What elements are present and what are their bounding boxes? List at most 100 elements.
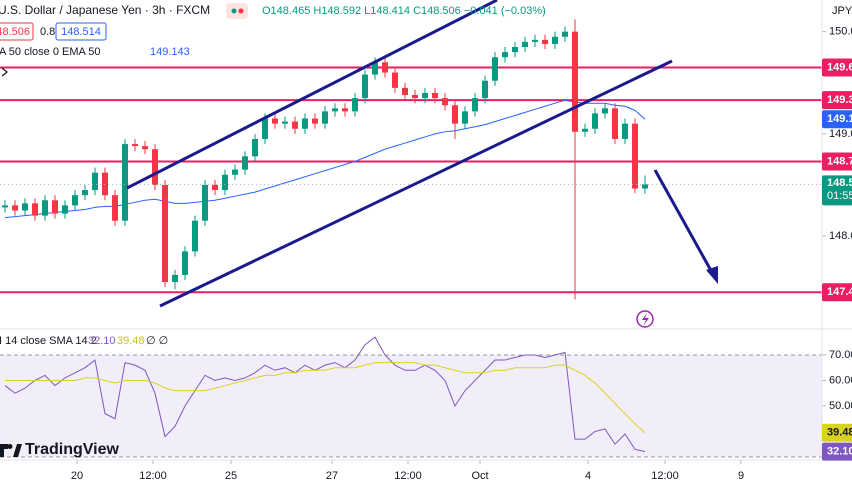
trend-line <box>159 59 673 308</box>
status-badge[interactable] <box>226 3 248 19</box>
level-label-box <box>822 283 852 302</box>
candle-body <box>302 118 308 129</box>
candle-body <box>582 128 588 132</box>
candle-body <box>642 184 648 189</box>
candle-body <box>122 144 128 221</box>
candle-body <box>232 169 238 175</box>
candle-body <box>172 274 178 283</box>
x-tick-label: 12:00 <box>139 470 167 482</box>
level-label-box <box>822 152 852 171</box>
candle-body <box>632 123 638 189</box>
x-tick-label: 20 <box>71 470 83 482</box>
x-tick-label: 12:00 <box>394 470 422 482</box>
level-label-box <box>822 58 852 77</box>
status-dot <box>231 8 237 14</box>
x-tick-label: 25 <box>225 470 237 482</box>
y-tick-label: 149.0 <box>829 128 852 140</box>
candle-body <box>262 118 268 139</box>
ema-line <box>4 99 646 219</box>
candle-body <box>162 184 168 283</box>
rsi-legend-extra: ∅ ∅ <box>146 335 168 347</box>
candle-body <box>152 149 158 185</box>
level-label: 147.4 <box>827 286 852 298</box>
candle-body <box>72 195 78 206</box>
collapse-icon[interactable] <box>1 67 8 77</box>
candle-body <box>142 146 148 150</box>
candle-body <box>2 205 8 208</box>
candle-body <box>192 220 198 252</box>
status-dot <box>238 8 244 14</box>
currency: JPY <box>832 5 852 17</box>
rsi-y-tick-label: 60.00 <box>829 374 852 386</box>
buy-button[interactable] <box>55 22 107 41</box>
rsi-label-box <box>822 442 852 461</box>
candle-body <box>182 251 188 275</box>
overlay: 150.0 149.0 148.0 20 12:00 25 27 12:00 Oct 4 12:00… <box>71 26 852 482</box>
candle-body <box>382 62 388 73</box>
candle-body <box>492 57 498 81</box>
symbol-title: U.S. Dollar / Japanese Yen · 3h · FXCM <box>0 3 210 17</box>
candle-body <box>132 144 138 147</box>
candle-body <box>292 121 298 129</box>
candle-body <box>482 80 488 99</box>
sell-button[interactable] <box>0 22 34 41</box>
ema-label-box <box>822 110 852 129</box>
candle-body <box>552 36 558 44</box>
rsi-y-tick-label: 70.00 <box>829 349 852 361</box>
sell-price: 148.506 <box>0 26 30 38</box>
candle-body <box>52 200 58 214</box>
candle-body <box>522 41 528 48</box>
candle-body <box>242 156 248 170</box>
event-icon[interactable] <box>636 310 654 328</box>
buy-price: 148.514 <box>61 26 101 38</box>
rsi-legend-value: 32.10 <box>88 335 116 347</box>
candle-body <box>572 31 578 132</box>
candle-body <box>212 184 218 191</box>
candle-body <box>462 111 468 124</box>
rsi-sma-label-box <box>822 423 852 442</box>
candle-body <box>532 39 538 42</box>
candle-body <box>402 87 408 96</box>
logo-part <box>0 444 4 457</box>
x-tick-label: 27 <box>326 470 338 482</box>
level-label: 149.6 <box>827 61 852 73</box>
level-label: 149.3 <box>827 94 852 106</box>
last-price-label: 148.5 <box>827 177 852 189</box>
candle-body <box>372 62 378 75</box>
rsi-y-tick-label: 50.00 <box>829 400 852 412</box>
brand-name: TradingView <box>25 441 120 458</box>
candle-body <box>422 92 428 99</box>
ema-axis-label: 149.1 <box>827 113 852 125</box>
candle-body <box>392 72 398 88</box>
candle-body <box>362 74 368 99</box>
spread: 0.8 <box>40 26 55 38</box>
candle-body <box>92 172 98 191</box>
candle-body <box>542 39 548 44</box>
candle-body <box>442 98 448 106</box>
candle-body <box>112 195 118 221</box>
arrow-shaft <box>653 169 716 277</box>
candle-body <box>352 98 358 112</box>
candle-body <box>12 205 18 211</box>
candle-body <box>432 92 438 99</box>
candle-body <box>602 108 608 114</box>
rsi-axis-label: 32.10 <box>827 446 852 458</box>
candle-body <box>612 108 618 139</box>
candle-body <box>512 47 518 53</box>
trend-line <box>126 0 498 190</box>
candle-body <box>322 111 328 124</box>
ema-legend-value: 149.143 <box>150 46 190 58</box>
level-label: 148.7 <box>827 155 852 167</box>
candle-body <box>252 138 258 157</box>
rsi-sma-line <box>5 362 646 434</box>
candle-body <box>332 108 338 112</box>
ema-legend-name: A 50 close 0 EMA 50 <box>0 46 101 58</box>
y-tick-label: 150.0 <box>829 26 852 38</box>
last-price-box <box>822 175 852 206</box>
brand-logo <box>0 444 22 457</box>
candle-body <box>82 190 88 196</box>
candle-body <box>562 31 568 37</box>
candle-body <box>472 98 478 112</box>
logo-part <box>7 444 13 449</box>
